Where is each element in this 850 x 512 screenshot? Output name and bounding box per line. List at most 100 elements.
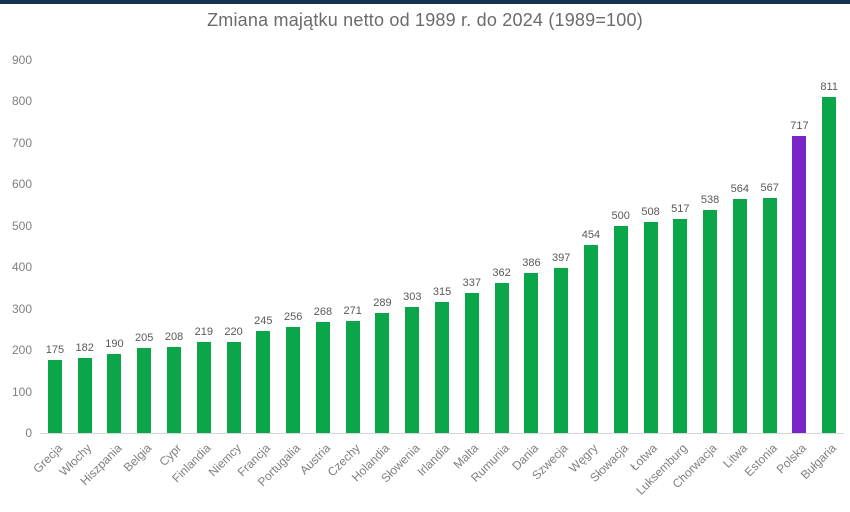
- bar-value-label: 567: [760, 182, 779, 195]
- bar-column: 717 Polska: [774, 60, 815, 477]
- bar: [405, 307, 420, 433]
- y-tick-label: 300: [11, 301, 32, 316]
- bar-column: 454 Węgry: [566, 60, 606, 476]
- bar-value-label: 268: [313, 305, 333, 318]
- bar-value-label: 289: [373, 297, 392, 310]
- bar: [732, 199, 747, 433]
- y-tick-label: 0: [25, 426, 32, 440]
- bar-value-label: 500: [611, 209, 630, 222]
- bar-value-label: 303: [403, 291, 422, 304]
- bar: [524, 273, 539, 433]
- bar: [762, 198, 777, 433]
- bar: [345, 320, 360, 433]
- bar-value-label: 256: [283, 310, 303, 323]
- bar: [703, 210, 718, 433]
- bar-column: 182 Włochy: [57, 60, 100, 479]
- bar-column: 219 Finlandia: [169, 60, 219, 485]
- bar-value-label: 508: [641, 206, 660, 219]
- bar: [256, 331, 271, 433]
- bar: [375, 313, 390, 433]
- bar-value-label: 315: [432, 286, 452, 299]
- bar-value-label: 517: [671, 202, 690, 215]
- bar-column: 567 Estonia: [741, 60, 785, 479]
- bar-column: 289 Holandia: [349, 60, 398, 484]
- plot-area x-axis-line: 175 Grecja 182 Włochy 190 Hiszpania 205 Belgia 2…: [30, 60, 844, 498]
- bar-value-label: 337: [462, 277, 481, 290]
- bar-value-label: 220: [224, 325, 243, 338]
- bar: [47, 360, 62, 433]
- bar-column: 564 Litwa: [720, 60, 755, 470]
- y-tick-label: 500: [11, 218, 32, 233]
- bar-column: 811 Bułgaria: [798, 60, 844, 482]
- bar-value-label: 564: [730, 183, 750, 196]
- bar: [226, 341, 241, 433]
- bar-value-label: 386: [522, 257, 541, 270]
- bar-value-label: 362: [492, 266, 511, 279]
- bar-column: 268 Austria: [297, 60, 338, 477]
- bar: [613, 225, 628, 433]
- y-tick-label: 100: [11, 384, 32, 399]
- bar-column: 190 Hiszpania: [77, 60, 130, 488]
- bar-value-label: 717: [790, 119, 809, 132]
- bar: [315, 321, 330, 433]
- x-axis-label: Irlandia: [414, 441, 452, 479]
- bar-column: 205 Belgia: [121, 60, 159, 474]
- bar-value-label: 454: [581, 228, 601, 241]
- bar-column: 245 Francja: [235, 60, 278, 479]
- bar-column: 337 Malta: [451, 60, 487, 471]
- bar: [792, 135, 807, 433]
- bar-column: 397 Szwecja: [530, 60, 576, 482]
- bar: [435, 302, 450, 433]
- x-axis-label: Niemcy: [205, 441, 244, 480]
- bar-value-label: 190: [105, 338, 124, 351]
- bar-value-label: 811: [820, 80, 838, 93]
- bar: [167, 346, 182, 433]
- y-tick-label: 800: [11, 94, 32, 109]
- y-axis: 0 100 200 300 400 500 600 700 800 900: [0, 0, 32, 512]
- x-axis-label: Belgia: [120, 441, 155, 475]
- bar-value-label: 397: [551, 252, 571, 265]
- bar-value-label: 271: [343, 304, 362, 317]
- bar: [822, 96, 837, 433]
- bar-column: 220 Niemcy: [205, 60, 249, 479]
- bar: [583, 244, 598, 433]
- bar-value-label: 205: [135, 332, 154, 345]
- bar: [137, 348, 152, 433]
- bar: [464, 293, 479, 433]
- bar-column: 175 Grecja: [30, 60, 70, 475]
- top-accent-strip: [0, 0, 850, 4]
- bar-value-label: 175: [45, 344, 65, 357]
- bar-value-label: 182: [75, 341, 94, 354]
- bar: [107, 354, 122, 433]
- bar-column: 303 Słowenia: [378, 60, 427, 485]
- bar: [77, 357, 92, 433]
- y-tick-label: 900: [11, 53, 32, 67]
- chart-title: Zmiana majątku netto od 1989 r. do 2024 …: [207, 10, 643, 30]
- bar: [673, 218, 688, 433]
- bar-value-label: 208: [164, 330, 184, 343]
- y-tick-label: 600: [11, 177, 32, 192]
- bar-series: 175 Grecja 182 Włochy 190 Hiszpania 205 Belgia 2…: [30, 60, 844, 498]
- bar-value-label: 538: [700, 194, 720, 207]
- bar: [196, 342, 211, 433]
- bar-column: 315 Irlandia: [414, 60, 457, 478]
- bar-value-label: 245: [254, 315, 273, 328]
- bar-column: 500 Słowacja: [587, 60, 636, 485]
- bar-column: 362 Rumunia: [468, 60, 517, 485]
- y-tick-label: 700: [11, 135, 32, 150]
- bar: [494, 282, 509, 433]
- bar-column: 271 Czechy: [324, 60, 368, 480]
- bar-column: 538 Chorwacja: [670, 60, 725, 491]
- bar-value-label: 219: [194, 326, 213, 339]
- bar: [554, 268, 569, 433]
- bar: [643, 222, 658, 433]
- x-axis-label: Estonia: [741, 441, 780, 480]
- bar-column: 508 Łotwa: [628, 60, 666, 473]
- bar-column: 517 Luksemburg: [634, 60, 695, 498]
- bar-column: 386 Dania: [509, 60, 547, 473]
- y-tick-label: 400: [11, 260, 32, 275]
- bar-column: 208 Cypr: [156, 60, 189, 469]
- y-tick-label: 200: [11, 343, 32, 358]
- bar: [286, 326, 301, 433]
